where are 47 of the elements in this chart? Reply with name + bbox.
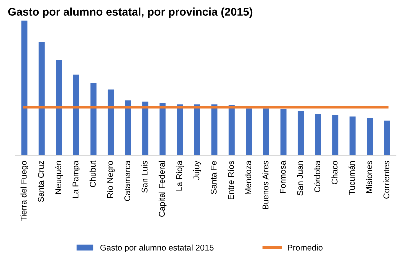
- bar: [194, 104, 200, 156]
- bar: [332, 115, 339, 156]
- x-tick-label: Buenos Aires: [262, 161, 269, 210]
- bar: [177, 104, 184, 156]
- x-tick-label: Tucumán: [348, 161, 356, 196]
- x-tick-label: Neuquén: [55, 161, 64, 194]
- x-tick-label: La Rioja: [176, 160, 184, 191]
- bar: [246, 108, 252, 156]
- chart-title: Gasto por alumno estatal, por provincia (2015): [8, 8, 253, 18]
- x-tick-label: San Juan: [297, 161, 304, 196]
- legend-label: Promedio: [288, 244, 323, 251]
- x-tick-label: Entre Ríos: [228, 161, 234, 200]
- bar: [315, 114, 322, 156]
- x-tick-label: Tierra del Fuego: [20, 161, 29, 222]
- x-tick-label: Santa Fe: [210, 161, 217, 194]
- x-tick-label: Córdoba: [314, 160, 321, 192]
- x-tick-label: Chubut: [90, 160, 96, 188]
- x-tick-label: Catamarca: [124, 160, 131, 202]
- x-tick-label: Corrientes: [383, 161, 390, 199]
- bar: [90, 82, 97, 156]
- bar: [125, 100, 132, 156]
- bar: [56, 60, 62, 156]
- x-tick-label: Río Negro: [107, 161, 115, 198]
- bar: [384, 120, 390, 156]
- bar: [212, 104, 218, 156]
- bar: [142, 102, 149, 156]
- bar: [263, 108, 270, 156]
- x-tick-label: Jujuy: [193, 160, 202, 180]
- bar: [350, 116, 356, 156]
- x-tick-label: Misiones: [366, 161, 372, 194]
- bar: [38, 42, 45, 156]
- x-tick-label: San Luis: [142, 161, 148, 193]
- bar: [73, 74, 80, 156]
- bar: [228, 105, 235, 156]
- bar: [22, 20, 28, 156]
- bar: [160, 103, 166, 156]
- bar: [280, 109, 287, 156]
- x-tick-label: Santa Cruz: [38, 161, 44, 202]
- x-tick-label: Mendoza: [245, 160, 252, 194]
- bar: [367, 118, 374, 156]
- bar: [108, 90, 114, 156]
- x-tick-label: Chaco: [332, 161, 338, 185]
- bar: [298, 111, 304, 156]
- x-tick-label: La Pampa: [72, 160, 80, 198]
- x-tick-label: Formosa: [280, 160, 286, 194]
- legend-label: Gasto por alumno estatal 2015: [100, 244, 214, 252]
- x-tick-label: Capital Federal: [158, 161, 167, 217]
